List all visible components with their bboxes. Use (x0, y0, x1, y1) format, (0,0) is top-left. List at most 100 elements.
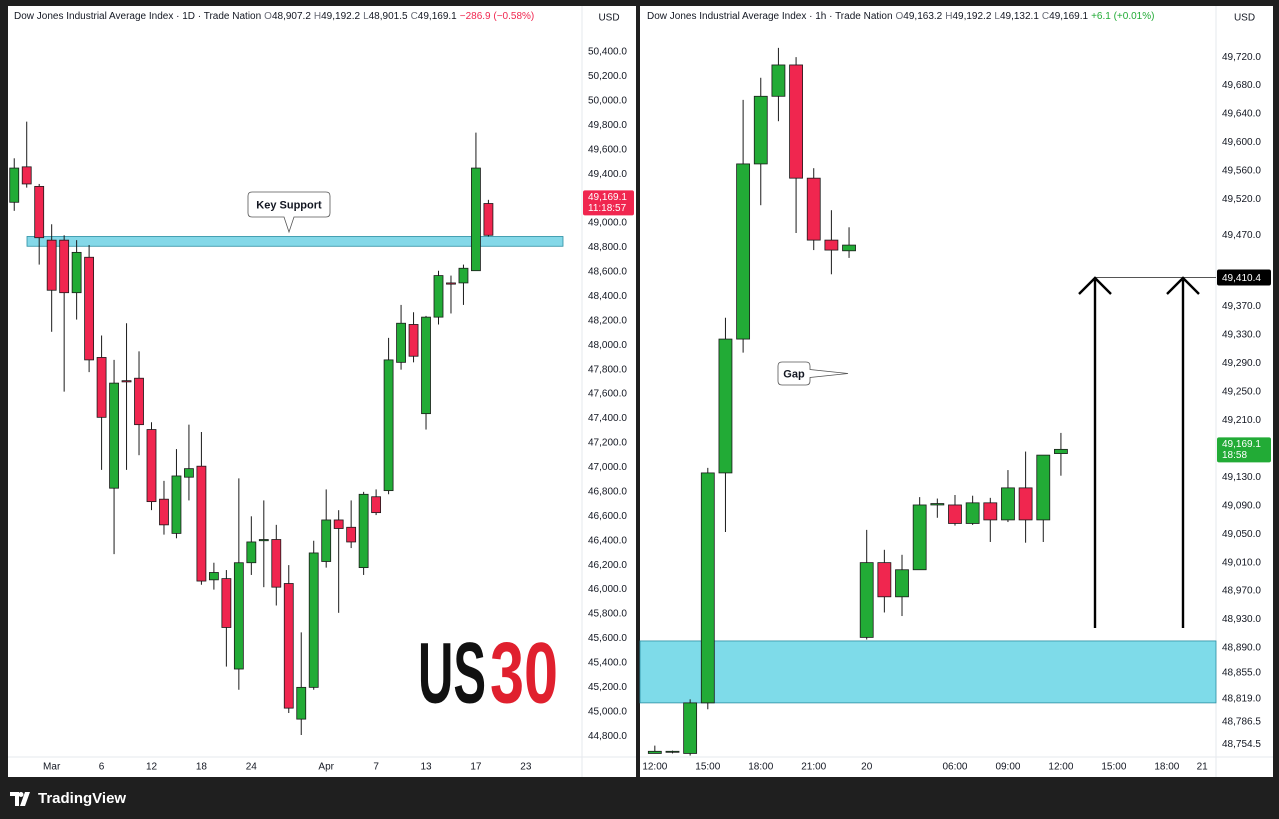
y-tick-label: 48,600.0 (588, 267, 627, 278)
ohlc-value: 49,132.1 (999, 11, 1039, 22)
watermark: 30 (490, 626, 558, 722)
y-tick-label: 48,855.0 (1222, 668, 1261, 679)
change: −286.9 (−0.58%) (459, 11, 535, 22)
zone (26, 236, 564, 247)
y-tick-label: 48,200.0 (588, 315, 627, 326)
y-tick-label: 48,930.0 (1222, 614, 1261, 625)
y-tick-label: 46,200.0 (588, 560, 627, 571)
change: +6.1 (+0.01%) (1091, 11, 1155, 22)
candle-body (471, 167, 481, 272)
candle-body (171, 475, 182, 534)
candle-body (806, 177, 821, 241)
candle-body (895, 569, 909, 598)
candle-body (446, 282, 456, 285)
countdown: 11:18:57 (588, 203, 627, 214)
candle-body (358, 493, 369, 569)
candle-body (1001, 487, 1015, 521)
candle-body (683, 702, 698, 754)
x-tick-label: 7 (373, 762, 379, 773)
y-tick-label: 50,400.0 (588, 47, 627, 58)
y-tick-label: 48,786.5 (1222, 716, 1261, 727)
arrow (1078, 276, 1112, 628)
y-tick-label: 47,600.0 (588, 389, 627, 400)
y-tick-label: 47,800.0 (588, 364, 627, 375)
callout-text: Key Support (256, 199, 322, 211)
y-tick-label: 49,050.0 (1222, 529, 1261, 540)
y-tick-label: 49,250.0 (1222, 386, 1261, 397)
x-tick-label: 18 (196, 762, 208, 773)
candle-body (948, 504, 962, 524)
candle-body (789, 64, 803, 179)
ohlc-key: C (410, 11, 418, 22)
currency: USD (1234, 13, 1255, 24)
x-tick-label: 06:00 (942, 762, 967, 773)
target-label: 49,410.4 (1222, 273, 1261, 284)
target-tag (1217, 269, 1271, 286)
symbol: Dow Jones Industrial Average Index · 1h … (647, 11, 893, 22)
x-tick-label: 18:00 (748, 762, 773, 773)
candle-body (647, 750, 662, 754)
ohlc-value: 49,192.2 (952, 11, 992, 22)
ohlc-key: H (945, 11, 953, 22)
candle-body (59, 239, 70, 294)
ohlc-key: O (895, 11, 904, 22)
x-tick-label: 12:00 (1048, 762, 1073, 773)
x-tick-label: 6 (99, 762, 105, 773)
x-tick-label: 21 (1197, 762, 1209, 773)
candle-body (321, 519, 332, 562)
candle-body (771, 64, 786, 97)
x-tick-label: 20 (861, 762, 873, 773)
candle-body (718, 338, 733, 474)
y-tick-label: 48,000.0 (588, 340, 627, 351)
y-tick-label: 49,400.0 (588, 169, 627, 180)
candle-body (421, 316, 431, 415)
callout (247, 191, 331, 234)
y-tick-label: 49,600.0 (588, 144, 627, 155)
candle-body (146, 429, 157, 503)
y-tick-label: 45,200.0 (588, 682, 627, 693)
candle-body (842, 244, 856, 252)
ohlc-value: 49,192.2 (321, 11, 361, 22)
y-tick-label: 45,400.0 (588, 658, 627, 669)
candle-body (71, 251, 82, 294)
candle-body (221, 578, 232, 628)
candle-body (1018, 487, 1033, 521)
candle-body (196, 465, 207, 582)
candle-body (824, 239, 839, 251)
candle-body (665, 750, 680, 753)
y-tick-label: 49,640.0 (1222, 109, 1261, 120)
y-tick-label: 45,800.0 (588, 609, 627, 620)
y-tick-label: 49,090.0 (1222, 500, 1261, 511)
y-tick-label: 47,400.0 (588, 413, 627, 424)
ohlc-key: H (313, 11, 322, 22)
y-tick-label: 48,970.0 (1222, 586, 1261, 597)
x-tick-label: 12:00 (642, 762, 667, 773)
candle-body (912, 504, 927, 571)
candle-body (208, 572, 219, 581)
y-tick-label: 49,470.0 (1222, 230, 1261, 241)
y-tick-label: 50,200.0 (588, 71, 627, 82)
x-tick-label: 09:00 (995, 762, 1020, 773)
y-tick-label: 49,520.0 (1222, 194, 1261, 205)
legend: Dow Jones Industrial Average Index · 1D … (14, 11, 537, 22)
ohlc-key: L (994, 11, 1000, 22)
arrows (1078, 276, 1200, 628)
candle-body (333, 519, 344, 529)
candle-body (1036, 454, 1051, 521)
ohlc-value: 48,901.5 (368, 11, 408, 22)
ohlc-key: O (264, 11, 272, 22)
price-tag-label: 49,169.1 (588, 192, 627, 203)
x-tick-label: 24 (246, 762, 258, 773)
candle-body (458, 267, 469, 284)
y-tick-label: 46,600.0 (588, 511, 627, 522)
y-tick-label: 46,400.0 (588, 535, 627, 546)
ohlc-value: 48,907.2 (271, 11, 311, 22)
ohlc-key: C (1041, 11, 1050, 22)
callout (777, 361, 849, 386)
candle-body (96, 357, 107, 418)
ohlc-key: L (363, 11, 369, 22)
y-tick-label: 49,560.0 (1222, 166, 1261, 177)
callout-text: Gap (783, 368, 805, 380)
candle-body (753, 95, 768, 165)
